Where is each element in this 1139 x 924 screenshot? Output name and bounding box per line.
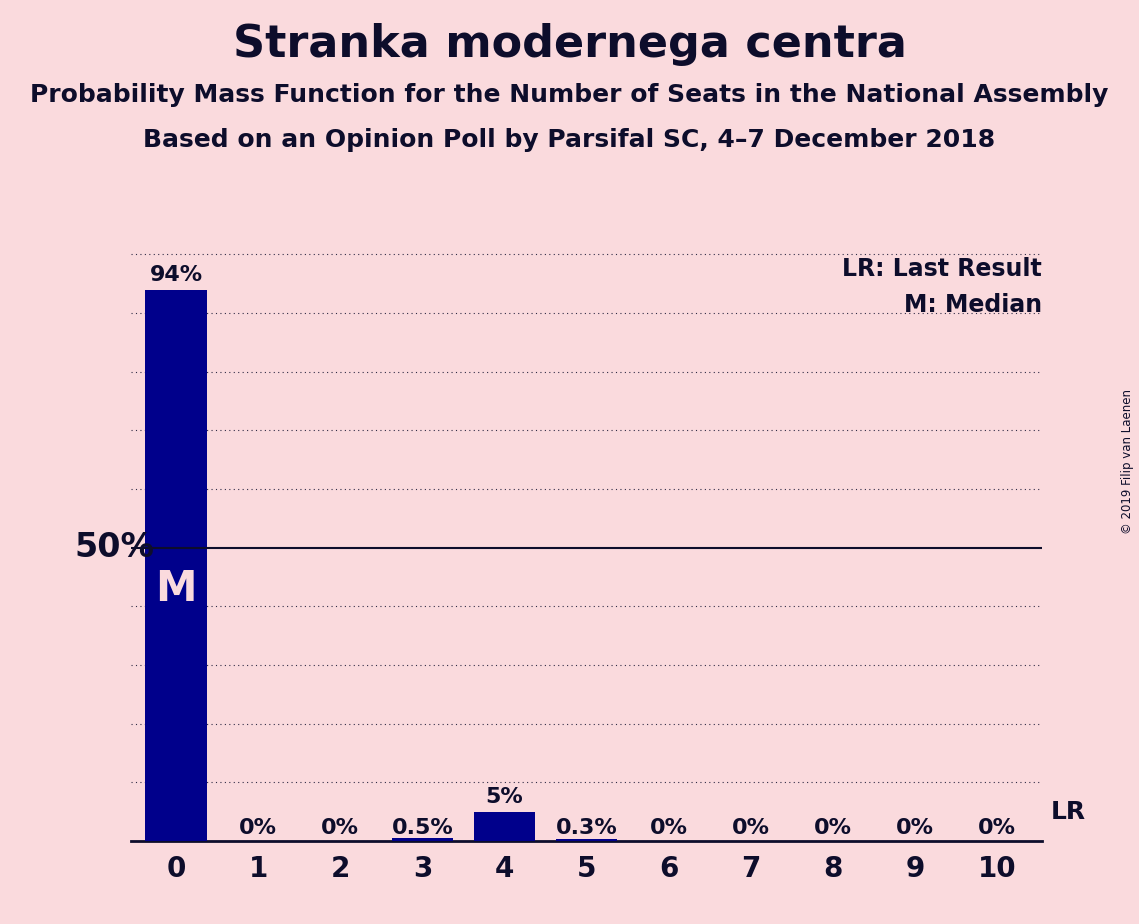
Text: 0%: 0% xyxy=(731,819,770,838)
Bar xyxy=(556,839,617,841)
Text: 0.3%: 0.3% xyxy=(556,819,617,838)
Text: 0.5%: 0.5% xyxy=(392,819,453,838)
Text: Based on an Opinion Poll by Parsifal SC, 4–7 December 2018: Based on an Opinion Poll by Parsifal SC,… xyxy=(144,128,995,152)
Text: 0%: 0% xyxy=(978,819,1016,838)
Text: 94%: 94% xyxy=(149,265,203,285)
Text: 0%: 0% xyxy=(649,819,688,838)
Text: Stranka modernega centra: Stranka modernega centra xyxy=(232,23,907,67)
Text: LR: LR xyxy=(1050,799,1085,823)
Text: 0%: 0% xyxy=(814,819,852,838)
Text: 0%: 0% xyxy=(321,819,359,838)
Text: LR: Last Result: LR: Last Result xyxy=(843,258,1042,282)
Text: M: Median: M: Median xyxy=(904,293,1042,317)
Bar xyxy=(146,289,207,841)
Text: M: M xyxy=(155,567,197,610)
Text: Probability Mass Function for the Number of Seats in the National Assembly: Probability Mass Function for the Number… xyxy=(31,83,1108,107)
Bar xyxy=(474,811,535,841)
Text: © 2019 Filip van Laenen: © 2019 Filip van Laenen xyxy=(1121,390,1134,534)
Text: 0%: 0% xyxy=(239,819,277,838)
Text: 50%: 50% xyxy=(75,531,155,565)
Text: 0%: 0% xyxy=(896,819,934,838)
Bar xyxy=(392,838,453,841)
Text: 5%: 5% xyxy=(485,787,523,807)
